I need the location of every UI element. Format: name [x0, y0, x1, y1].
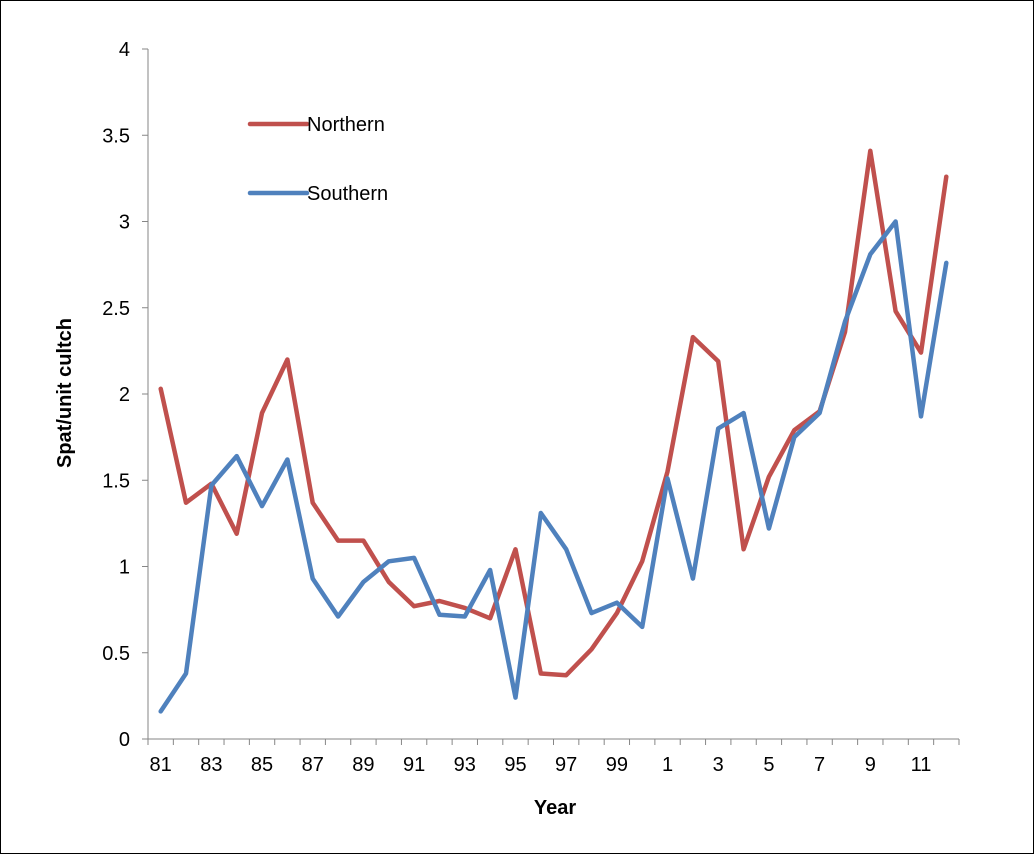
y-tick-label: 3.5	[102, 125, 130, 147]
legend-label-southern: Southern	[307, 183, 388, 205]
axes	[142, 48, 960, 745]
x-tick-label: 83	[200, 754, 222, 776]
x-tick-label: 9	[865, 754, 876, 776]
y-tick-label: 1.5	[102, 470, 130, 492]
x-tick-label: 5	[763, 754, 774, 776]
y-tick-label: 0	[119, 729, 130, 751]
y-tick-label: 0.5	[102, 643, 130, 665]
series-line-northern	[158, 148, 949, 678]
x-tick-label: 91	[403, 754, 425, 776]
x-tick-label: 7	[814, 754, 825, 776]
x-tick-label: 3	[713, 754, 724, 776]
series-line-southern	[158, 219, 949, 714]
x-tick-labels: 81 83 85 87 89 91 93 95 97 99 1 3 5 7 9 11	[150, 754, 932, 776]
x-tick-label: 85	[251, 754, 273, 776]
x-tick-label: 81	[150, 754, 172, 776]
x-axis-title: Year	[534, 797, 576, 819]
y-tick-label: 1	[119, 557, 130, 579]
y-tick-label: 4	[119, 39, 130, 61]
legend: Northern Southern	[247, 114, 388, 205]
x-tick-label: 99	[606, 754, 628, 776]
x-tick-label: 1	[662, 754, 673, 776]
y-tick-label: 3	[119, 212, 130, 234]
legend-label-northern: Northern	[307, 114, 385, 136]
series-lines	[158, 148, 949, 714]
x-tick-label: 97	[555, 754, 577, 776]
x-tick-label: 89	[352, 754, 374, 776]
x-tick-label: 11	[911, 754, 932, 776]
x-tick-label: 95	[504, 754, 526, 776]
x-tick-label: 87	[302, 754, 324, 776]
y-tick-labels: 0 0.5 1 1.5 2 2.5 3 3.5 4	[102, 39, 130, 751]
y-tick-label: 2.5	[102, 298, 130, 320]
y-tick-label: 2	[119, 384, 130, 406]
x-tick-label: 93	[454, 754, 476, 776]
y-axis-title: Spat/unit cultch	[54, 318, 76, 468]
